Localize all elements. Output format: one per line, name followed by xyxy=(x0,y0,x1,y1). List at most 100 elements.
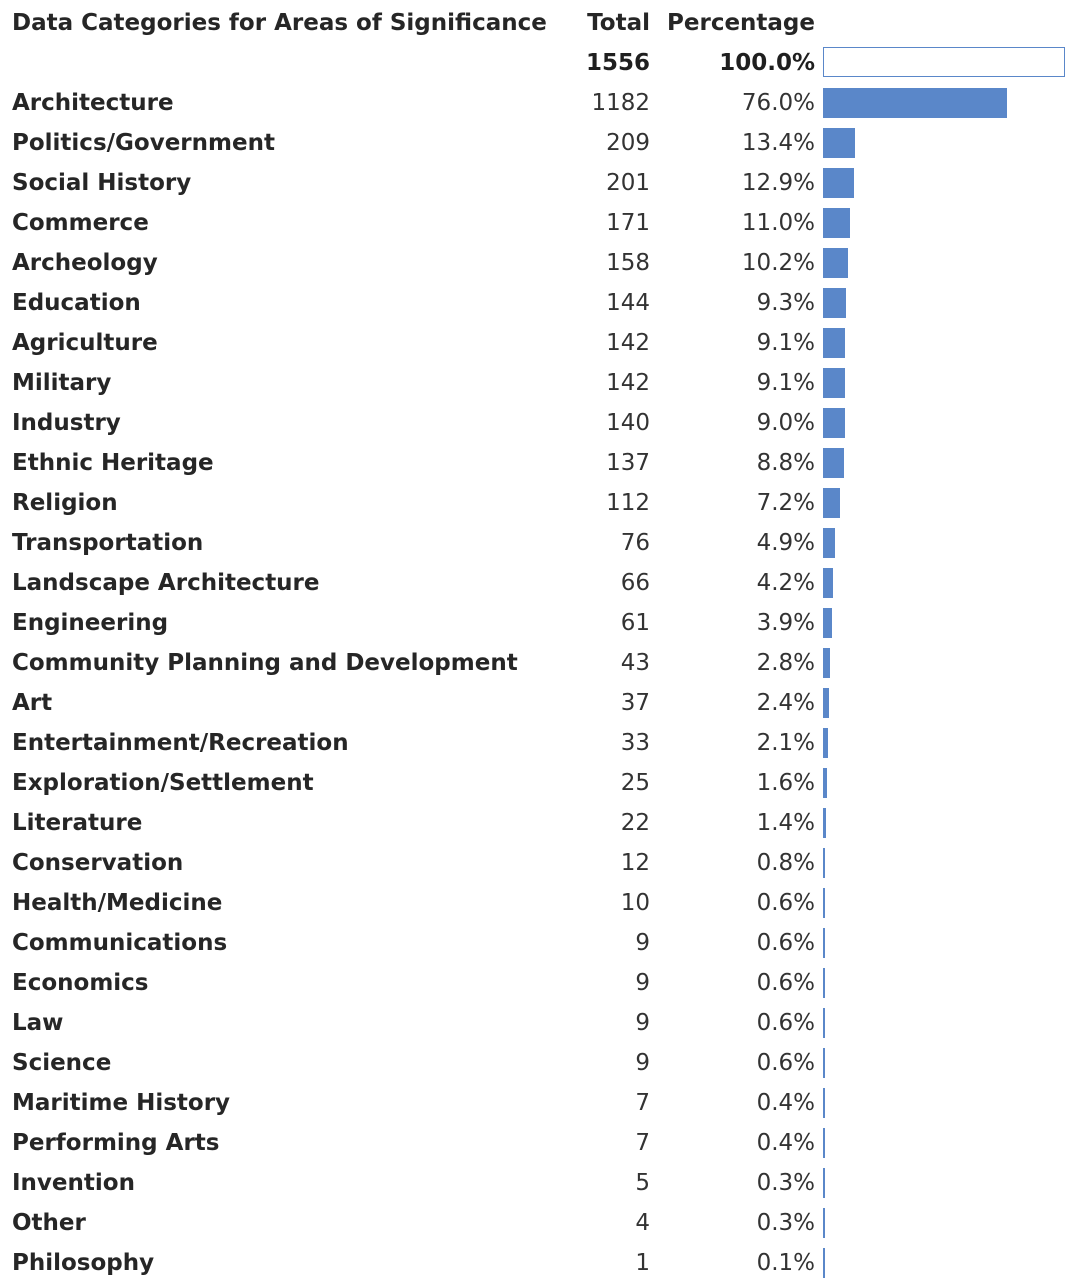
percentage-bar xyxy=(823,848,825,878)
percentage-label: 0.6% xyxy=(756,1050,815,1076)
percentage-bar xyxy=(823,208,850,238)
table-row: Maritime History 7 0.4% xyxy=(0,1083,1065,1123)
table-row: Social History 201 12.9% xyxy=(0,163,1065,203)
percentage-bar xyxy=(823,808,827,838)
summary-bar xyxy=(823,47,1065,77)
total-value: 9 xyxy=(635,1050,650,1076)
category-label: Religion xyxy=(12,490,118,516)
percentage-label: 7.2% xyxy=(756,490,815,516)
percentage-bar xyxy=(823,968,825,998)
percentage-label: 0.4% xyxy=(756,1090,815,1116)
percentage-bar xyxy=(823,88,1007,118)
percentage-bar xyxy=(823,568,834,598)
percentage-label: 0.1% xyxy=(756,1250,815,1276)
table-row: Entertainment/Recreation 33 2.1% xyxy=(0,723,1065,763)
percentage-bar xyxy=(823,408,845,438)
summary-row: 1556 100.0% xyxy=(0,43,1065,83)
total-value: 201 xyxy=(606,170,650,196)
category-label: Industry xyxy=(12,410,121,436)
total-value: 9 xyxy=(635,1010,650,1036)
percentage-bar xyxy=(823,888,825,918)
category-label: Law xyxy=(12,1010,64,1036)
total-value: 22 xyxy=(620,810,650,836)
category-label: Social History xyxy=(12,170,192,196)
category-label: Communications xyxy=(12,930,228,956)
total-value: 171 xyxy=(606,210,650,236)
total-value: 209 xyxy=(606,130,650,156)
total-value: 9 xyxy=(635,930,650,956)
table-row: Invention 5 0.3% xyxy=(0,1163,1065,1203)
total-value: 1 xyxy=(635,1250,650,1276)
total-value: 43 xyxy=(620,650,650,676)
percentage-label: 0.3% xyxy=(756,1210,815,1236)
total-value: 10 xyxy=(620,890,650,916)
total-value: 4 xyxy=(635,1210,650,1236)
percentage-bar xyxy=(823,928,825,958)
percentage-bar xyxy=(823,1128,825,1158)
category-label: Conservation xyxy=(12,850,184,876)
total-value: 142 xyxy=(606,370,650,396)
category-label: Archeology xyxy=(12,250,158,276)
percentage-bar xyxy=(823,288,846,318)
table-row: Commerce 171 11.0% xyxy=(0,203,1065,243)
total-value: 112 xyxy=(606,490,650,516)
total-value: 25 xyxy=(620,770,650,796)
total-value: 144 xyxy=(606,290,650,316)
percentage-label: 1.4% xyxy=(756,810,815,836)
percentage-label: 0.6% xyxy=(756,1010,815,1036)
percentage-label: 10.2% xyxy=(741,250,815,276)
table-row: Engineering 61 3.9% xyxy=(0,603,1065,643)
category-label: Agriculture xyxy=(12,330,158,356)
table-row: Industry 140 9.0% xyxy=(0,403,1065,443)
total-value: 7 xyxy=(635,1090,650,1116)
table-row: Exploration/Settlement 25 1.6% xyxy=(0,763,1065,803)
category-label: Entertainment/Recreation xyxy=(12,730,349,756)
percentage-label: 13.4% xyxy=(741,130,815,156)
percentage-label: 0.6% xyxy=(756,970,815,996)
table-row: Education 144 9.3% xyxy=(0,283,1065,323)
table-row: Health/Medicine 10 0.6% xyxy=(0,883,1065,923)
header-total: Total xyxy=(587,10,650,36)
table-row: Agriculture 142 9.1% xyxy=(0,323,1065,363)
percentage-label: 76.0% xyxy=(741,90,815,116)
percentage-bar xyxy=(823,368,846,398)
category-label: Ethnic Heritage xyxy=(12,450,214,476)
category-label: Health/Medicine xyxy=(12,890,223,916)
table-row: Philosophy 1 0.1% xyxy=(0,1243,1065,1283)
table-row: Art 37 2.4% xyxy=(0,683,1065,723)
category-label: Engineering xyxy=(12,610,169,636)
percentage-label: 2.8% xyxy=(756,650,815,676)
percentage-label: 2.4% xyxy=(756,690,815,716)
percentage-label: 0.6% xyxy=(756,890,815,916)
total-value: 9 xyxy=(635,970,650,996)
category-label: Philosophy xyxy=(12,1250,155,1276)
percentage-label: 0.6% xyxy=(756,930,815,956)
table-row: Conservation 12 0.8% xyxy=(0,843,1065,883)
category-label: Exploration/Settlement xyxy=(12,770,314,796)
category-label: Invention xyxy=(12,1170,135,1196)
header-category: Data Categories for Areas of Significanc… xyxy=(12,10,547,36)
category-label: Art xyxy=(12,690,53,716)
header-row: Data Categories for Areas of Significanc… xyxy=(0,3,1065,43)
total-value: 137 xyxy=(606,450,650,476)
table-row: Religion 112 7.2% xyxy=(0,483,1065,523)
percentage-label: 4.9% xyxy=(756,530,815,556)
category-label: Performing Arts xyxy=(12,1130,220,1156)
percentage-label: 11.0% xyxy=(741,210,815,236)
percentage-bar xyxy=(823,488,841,518)
table-row: Community Planning and Development 43 2.8% xyxy=(0,643,1065,683)
percentage-label: 4.2% xyxy=(756,570,815,596)
percentage-bar xyxy=(823,1168,825,1198)
percentage-bar xyxy=(823,608,833,638)
category-label: Community Planning and Development xyxy=(12,650,518,676)
total-value: 33 xyxy=(620,730,650,756)
percentage-bar xyxy=(823,648,830,678)
percentage-bar xyxy=(823,128,856,158)
total-value: 61 xyxy=(620,610,650,636)
total-value: 5 xyxy=(635,1170,650,1196)
total-value: 7 xyxy=(635,1130,650,1156)
total-value: 12 xyxy=(620,850,650,876)
percentage-label: 2.1% xyxy=(756,730,815,756)
total-value: 37 xyxy=(620,690,650,716)
